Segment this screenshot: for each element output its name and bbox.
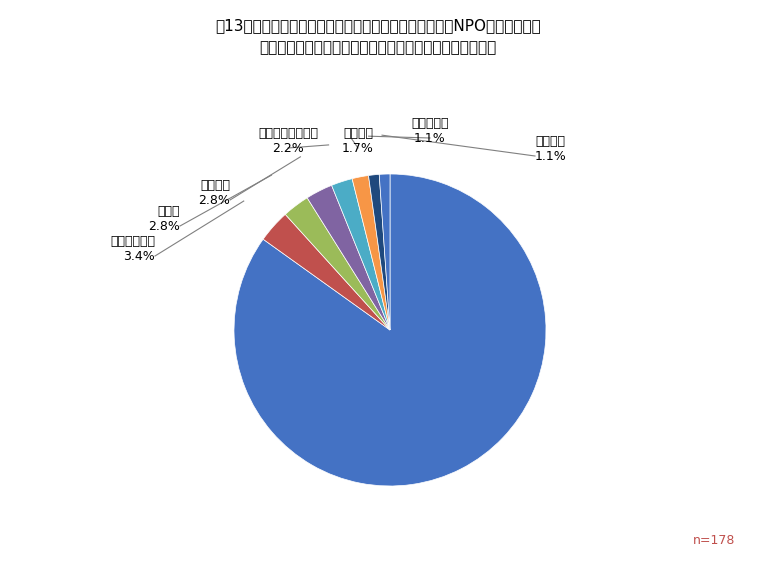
Wedge shape	[332, 179, 390, 330]
Text: 1.1%: 1.1%	[414, 132, 446, 145]
Text: 月に２～３回: 月に２～３回	[110, 235, 155, 248]
Wedge shape	[285, 198, 390, 330]
Text: n=178: n=178	[693, 534, 735, 547]
Wedge shape	[263, 214, 390, 330]
Text: 1.7%: 1.7%	[342, 142, 374, 155]
Text: 2.8%: 2.8%	[198, 194, 230, 207]
Wedge shape	[234, 174, 546, 486]
Wedge shape	[379, 174, 390, 330]
Text: 3.4%: 3.4%	[123, 250, 155, 263]
Text: 問13　自治会以外の市民活動団体（ボランティア団体やNPO法人、一般社: 問13 自治会以外の市民活動団体（ボランティア団体やNPO法人、一般社	[215, 18, 540, 33]
Text: 半年に１回: 半年に１回	[411, 117, 449, 130]
Text: ２～３か月に１回: ２～３か月に１回	[258, 127, 318, 140]
Text: 84.8%: 84.8%	[408, 398, 452, 412]
Text: その他: その他	[157, 205, 180, 218]
Text: 参加していない: 参加していない	[400, 383, 459, 397]
Wedge shape	[369, 175, 390, 330]
Text: 2.8%: 2.8%	[148, 220, 180, 233]
Wedge shape	[352, 176, 390, 330]
Text: 2.2%: 2.2%	[272, 142, 304, 155]
Text: 週に１回: 週に１回	[535, 135, 565, 148]
Text: 1.1%: 1.1%	[535, 150, 567, 163]
Text: 年に１回: 年に１回	[200, 179, 230, 192]
Wedge shape	[307, 185, 390, 330]
Text: 団法人など）による地域活動に参加していますか？: 団法人など）による地域活動に参加していますか？	[260, 40, 497, 55]
Text: 月に１回: 月に１回	[343, 127, 373, 140]
